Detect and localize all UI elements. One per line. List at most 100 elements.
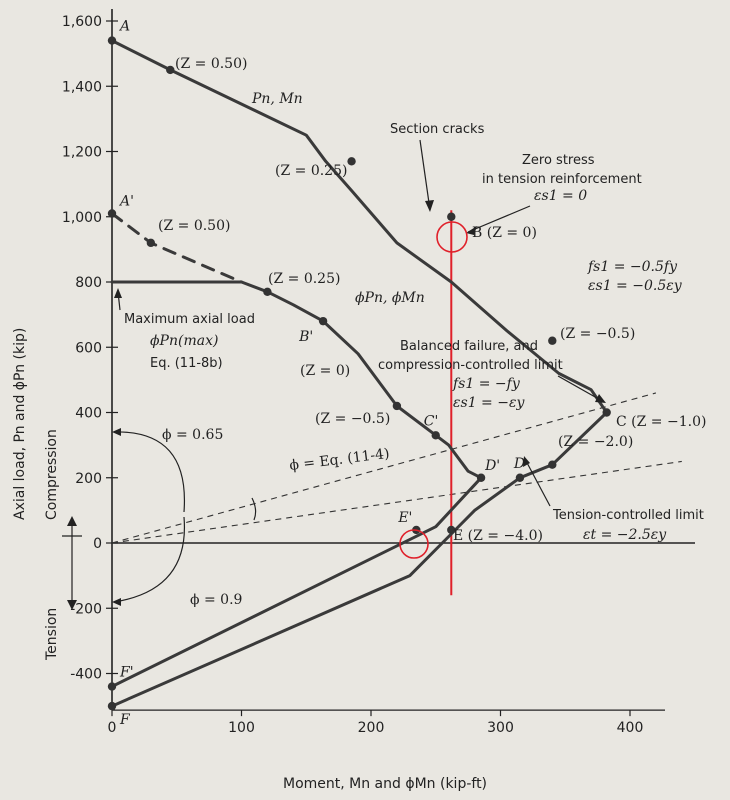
zero-stress-arrow <box>467 205 531 233</box>
y-tick-label: 600 <box>75 340 102 356</box>
point-letter-label: C' <box>424 413 439 429</box>
point-letter-label: A' <box>118 193 134 209</box>
axes: -400 -200 0 200 400 600 800 1,000 1,200 1,400 1,60… <box>62 9 695 736</box>
max-axial-head <box>114 288 122 298</box>
phi-eq-label: ϕ = Eq. (11-4) <box>289 446 391 474</box>
data-point <box>263 287 272 296</box>
balanced-line4: εs1 = −εy <box>453 395 525 411</box>
fs-half-line2: εs1 = −0.5εy <box>588 278 683 294</box>
red-circle-b <box>436 221 468 253</box>
x-tick-label: 400 <box>617 720 644 736</box>
data-point <box>146 238 156 248</box>
balanced-line1: Balanced failure, and <box>400 339 538 354</box>
label-c: C (Z = −1.0) <box>616 414 706 430</box>
y-tick-label: 1,400 <box>62 79 102 95</box>
y-tick-label: 800 <box>75 275 102 291</box>
data-point <box>318 316 328 326</box>
fs-half-line1: fs1 = −0.5fy <box>587 259 678 275</box>
label-z-0b: (Z = 0) <box>300 363 350 379</box>
balanced-line2: compression-controlled limit <box>378 358 563 373</box>
section-cracks-label: Section cracks <box>390 122 485 137</box>
x-tick-label: 0 <box>108 720 117 736</box>
data-point <box>107 209 117 218</box>
point-letter-label: E' <box>397 510 412 526</box>
data-point <box>548 460 557 469</box>
section-cracks-arrow <box>419 139 431 211</box>
data-point <box>166 65 175 75</box>
tension-limit-line1: Tension-controlled limit <box>552 508 704 523</box>
data-point <box>392 401 402 411</box>
max-axial-line2: ϕPn(max) <box>150 333 218 349</box>
y-tick-label: 400 <box>75 406 102 422</box>
data-point <box>431 431 440 440</box>
compression-up-head <box>67 516 77 526</box>
y-tension-label: Tension <box>44 608 60 661</box>
data-point <box>107 36 117 45</box>
phi-09-label: ϕ = 0.9 <box>190 592 242 608</box>
reference-line <box>111 460 682 544</box>
balanced-arrow <box>557 375 605 403</box>
y-tick-label: 1,000 <box>62 210 102 226</box>
label-b: B (Z = 0) <box>472 225 537 241</box>
label-z-025: (Z = 0.25) <box>275 163 347 179</box>
balanced-head <box>595 394 606 403</box>
data-point <box>476 473 486 482</box>
label-e: E (Z = −4.0) <box>453 528 543 544</box>
tension-limit-line2: εt = −2.5εy <box>583 527 667 543</box>
point-layer: A F A' B' C' D' D E' F' <box>107 19 611 728</box>
x-axis-title: Moment, Mn and ϕMn (kip-ft) <box>283 776 487 792</box>
zero-stress-line1: Zero stress <box>522 153 595 168</box>
label-z-025b: (Z = 0.25) <box>268 271 340 287</box>
zero-stress-head <box>466 226 477 235</box>
arrow-heads <box>67 200 606 610</box>
section-cracks-head <box>425 200 434 212</box>
y-axis-title: Axial load, Pn and ϕPn (kip) <box>12 328 28 520</box>
red-circle-zero <box>399 529 429 559</box>
x-tick-label: 300 <box>487 720 514 736</box>
balanced-line3: fs1 = −fy <box>452 376 521 392</box>
x-tick-label: 100 <box>228 720 255 736</box>
phi-065-head <box>112 428 121 436</box>
max-axial-line3: Eq. (11-8b) <box>150 356 223 371</box>
point-letter-label: A <box>118 19 130 35</box>
point-letter-label: F <box>119 712 131 728</box>
data-point <box>602 408 611 417</box>
y-tick-label: 200 <box>75 471 102 487</box>
zero-stress-line3: εs1 = 0 <box>534 188 587 204</box>
phi-eq-arc <box>251 497 257 521</box>
y-compression-label: Compression <box>44 429 60 520</box>
point-letter-label: D <box>513 456 525 472</box>
x-tick-label: 200 <box>358 720 385 736</box>
leader-lines <box>62 139 605 606</box>
y-tick-label: 1,600 <box>62 14 102 30</box>
point-letter-label: B' <box>298 329 313 345</box>
y-tick-label: 0 <box>93 536 102 552</box>
phi-09-head <box>112 598 121 606</box>
label-pn-mn: Pn, Mn <box>251 91 303 107</box>
zero-stress-line2: in tension reinforcement <box>482 172 642 187</box>
annotation-layer: Moment, Mn and ϕMn (kip-ft) Axial load, … <box>12 56 706 792</box>
label-z-050b: (Z = 0.50) <box>158 218 230 234</box>
y-tick-label: 1,200 <box>62 145 102 161</box>
data-point <box>447 212 456 221</box>
max-axial-line1: Maximum axial load <box>124 312 255 327</box>
y-tick-label: -200 <box>70 601 102 617</box>
label-z-m20: (Z = −2.0) <box>558 434 633 450</box>
data-point <box>107 701 117 711</box>
label-phi-pn-mn: ϕPn, ϕMn <box>355 290 425 306</box>
tension-limit-arrow <box>524 458 551 507</box>
label-z-m05b: (Z = −0.5) <box>315 411 390 427</box>
data-point <box>515 473 525 482</box>
point-letter-label: F' <box>119 665 134 681</box>
data-point <box>107 682 117 691</box>
data-point <box>447 525 456 535</box>
tension-down-head <box>67 600 77 610</box>
tension-limit-head <box>523 456 530 467</box>
point-letter-label: D' <box>484 458 500 474</box>
series-line <box>110 39 609 708</box>
phi-09-arrow <box>113 516 186 603</box>
data-point <box>347 157 356 166</box>
phi-065-arrow <box>113 431 186 513</box>
phi-065-label: ϕ = 0.65 <box>162 427 223 443</box>
